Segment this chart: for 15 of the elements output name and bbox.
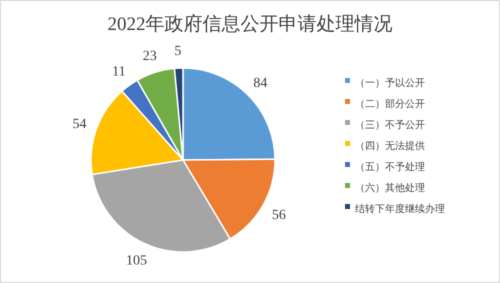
data-label: 105 (126, 254, 147, 269)
data-label: 5 (174, 44, 182, 60)
legend-label: （二）部分公开 (355, 98, 425, 110)
legend-label: （一）予以公开 (355, 77, 425, 89)
legend-label: （五）不予处理 (355, 161, 425, 173)
legend-label: （六）其他处理 (355, 182, 425, 194)
data-label: 54 (72, 116, 86, 132)
legend-label: （三）不予公开 (355, 119, 425, 131)
data-label: 56 (272, 208, 286, 223)
legend-label: （四）无法提供 (355, 140, 425, 152)
data-label: 23 (142, 49, 157, 64)
data-label: 84 (253, 76, 268, 91)
data-label: 11 (112, 64, 126, 80)
chart-title: 2022年政府信息公开申请处理情况 (108, 13, 392, 35)
legend-label: 结转下年度继续办理 (355, 203, 445, 215)
